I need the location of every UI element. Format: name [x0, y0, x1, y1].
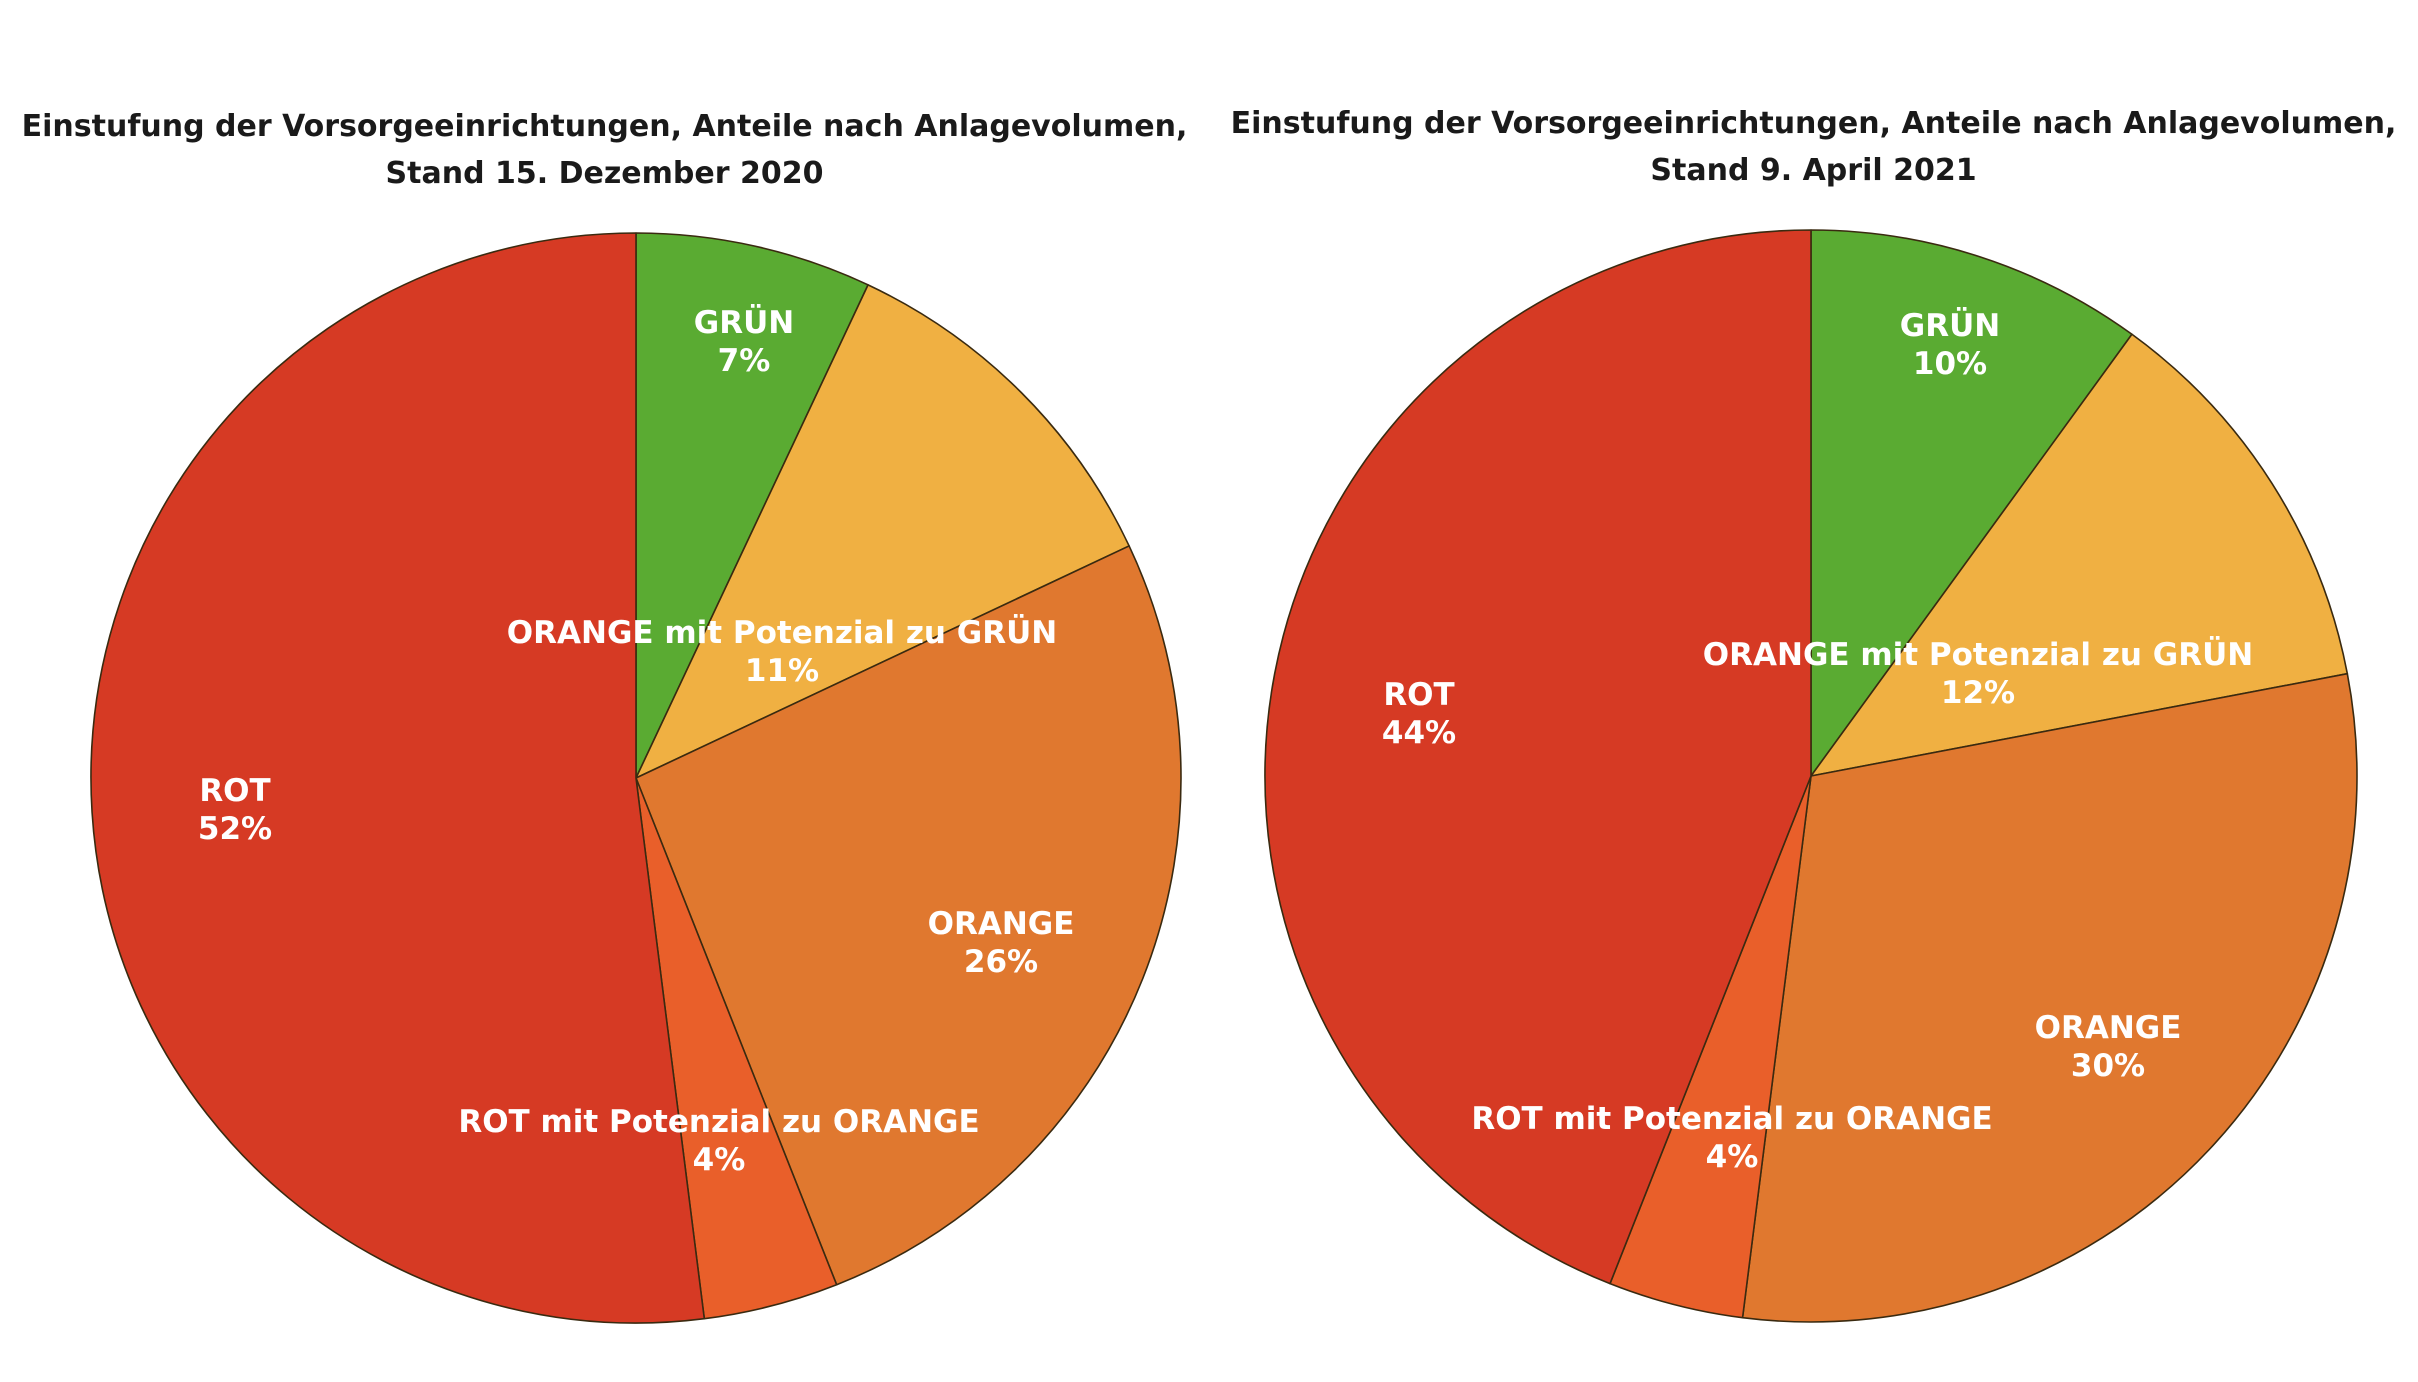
- slice-value-label: 30%: [2071, 1048, 2145, 1084]
- chart-title-line2: Stand 9. April 2021: [1650, 153, 1977, 188]
- slice-value-label: 7%: [718, 343, 771, 379]
- slice-category-label: ORANGE: [2035, 1010, 2182, 1046]
- pie-slice-gruen: [1810, 229, 2133, 777]
- slice-label-rot-mit-potenzial-zu-orange: ROT mit Potenzial zu ORANGE 4%: [458, 1104, 979, 1178]
- slice-label-orange-mit-potenzial-zu-gruen: ORANGE mit Potenzial zu GRÜN 12%: [1703, 636, 2253, 711]
- pie-slices: [1264, 229, 2358, 1323]
- slice-labels: GRÜN 7%ORANGE mit Potenzial zu GRÜN 11%ORA…: [198, 304, 1074, 1178]
- pie-slice-rot: [1264, 229, 1812, 1285]
- chart-title: Einstufung der Vorsorgeeinrichtungen, An…: [1209, 100, 2418, 194]
- slice-category-label: ROT: [199, 773, 270, 809]
- pie-slices: [90, 232, 1182, 1324]
- pie-slice-orange: [635, 545, 1182, 1286]
- slice-category-label: ORANGE mit Potenzial zu GRÜN: [507, 614, 1057, 651]
- slice-value-label: 10%: [1913, 346, 1987, 382]
- chart-title: Einstufung der Vorsorgeeinrichtungen, An…: [0, 103, 1209, 197]
- pie-slice-gruen: [635, 232, 869, 779]
- slice-category-label: GRÜN: [694, 304, 794, 341]
- slice-label-gruen: GRÜN 7%: [694, 304, 794, 379]
- pie-slice-rot: [90, 232, 706, 1324]
- chart-title-line2: Stand 15. Dezember 2020: [385, 156, 824, 191]
- pie-slice-orange: [1741, 672, 2358, 1323]
- slice-label-orange: ORANGE 30%: [2035, 1010, 2182, 1084]
- chart-title-line1: Einstufung der Vorsorgeeinrichtungen, An…: [21, 109, 1188, 144]
- slice-category-label: ORANGE mit Potenzial zu GRÜN: [1703, 636, 2253, 673]
- slice-value-label: 52%: [198, 811, 272, 847]
- slice-label-rot-mit-potenzial-zu-orange: ROT mit Potenzial zu ORANGE 4%: [1471, 1101, 1992, 1175]
- chart-left: Einstufung der Vorsorgeeinrichtungen, An…: [0, 103, 1209, 1324]
- slice-label-orange: ORANGE 26%: [928, 906, 1075, 980]
- slice-label-orange-mit-potenzial-zu-gruen: ORANGE mit Potenzial zu GRÜN 11%: [507, 614, 1057, 689]
- pie-chart-right: GRÜN 10%ORANGE mit Potenzial zu GRÜN 12%OR…: [1264, 229, 2358, 1323]
- pie-slice-orange-mit-potenzial-zu-gruen: [635, 284, 1130, 779]
- slice-label-rot: ROT 52%: [198, 773, 272, 847]
- pie-chart-left: GRÜN 7%ORANGE mit Potenzial zu GRÜN 11%ORA…: [90, 232, 1182, 1324]
- slice-category-label: ROT mit Potenzial zu ORANGE: [458, 1104, 979, 1140]
- chart-title-line1: Einstufung der Vorsorgeeinrichtungen, An…: [1230, 106, 2397, 141]
- slice-category-label: ORANGE: [928, 906, 1075, 942]
- slice-category-label: ROT: [1383, 677, 1454, 713]
- pie-slice-orange-mit-potenzial-zu-gruen: [1810, 333, 2349, 777]
- slice-value-label: 26%: [964, 944, 1038, 980]
- slice-value-label: 12%: [1941, 675, 2015, 711]
- slice-label-rot: ROT 44%: [1382, 677, 1456, 751]
- slice-category-label: GRÜN: [1900, 307, 2000, 344]
- slice-value-label: 4%: [693, 1142, 746, 1178]
- slice-value-label: 11%: [745, 653, 819, 689]
- chart-right: Einstufung der Vorsorgeeinrichtungen, An…: [1209, 0, 2418, 1382]
- slice-value-label: 4%: [1706, 1139, 1759, 1175]
- slice-labels: GRÜN 10%ORANGE mit Potenzial zu GRÜN 12%OR…: [1382, 307, 2253, 1175]
- slice-value-label: 44%: [1382, 715, 1456, 751]
- slice-category-label: ROT mit Potenzial zu ORANGE: [1471, 1101, 1992, 1137]
- slice-label-gruen: GRÜN 10%: [1900, 307, 2000, 382]
